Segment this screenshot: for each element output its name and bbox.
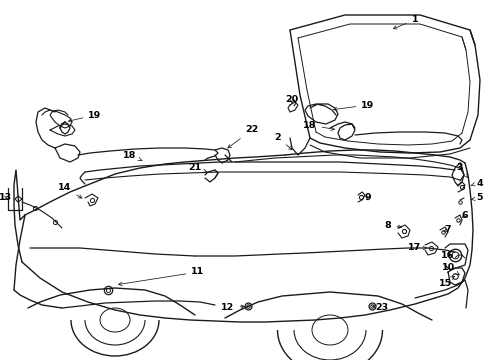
Text: 6: 6 — [461, 211, 468, 220]
Text: 21: 21 — [188, 163, 206, 172]
Text: 17: 17 — [407, 243, 427, 252]
Text: 4: 4 — [470, 179, 482, 188]
Text: 1: 1 — [392, 15, 417, 29]
Text: 12: 12 — [221, 303, 244, 312]
Text: 13: 13 — [0, 194, 12, 202]
Text: 19: 19 — [333, 100, 374, 111]
Text: 15: 15 — [438, 276, 453, 288]
Text: 18: 18 — [303, 121, 334, 130]
Text: 11: 11 — [119, 267, 204, 285]
Text: 20: 20 — [285, 95, 298, 104]
Text: 10: 10 — [441, 264, 459, 275]
Text: 3: 3 — [456, 163, 467, 177]
Text: 2: 2 — [274, 134, 292, 150]
Text: 18: 18 — [123, 150, 142, 161]
Text: 22: 22 — [227, 126, 258, 148]
Text: 19: 19 — [68, 111, 102, 122]
Text: 7: 7 — [443, 225, 450, 234]
Text: 5: 5 — [470, 194, 482, 202]
Text: 16: 16 — [441, 251, 454, 260]
Text: 23: 23 — [372, 303, 388, 312]
Text: 9: 9 — [364, 194, 370, 202]
Text: 14: 14 — [58, 184, 81, 198]
Text: 8: 8 — [384, 220, 401, 230]
